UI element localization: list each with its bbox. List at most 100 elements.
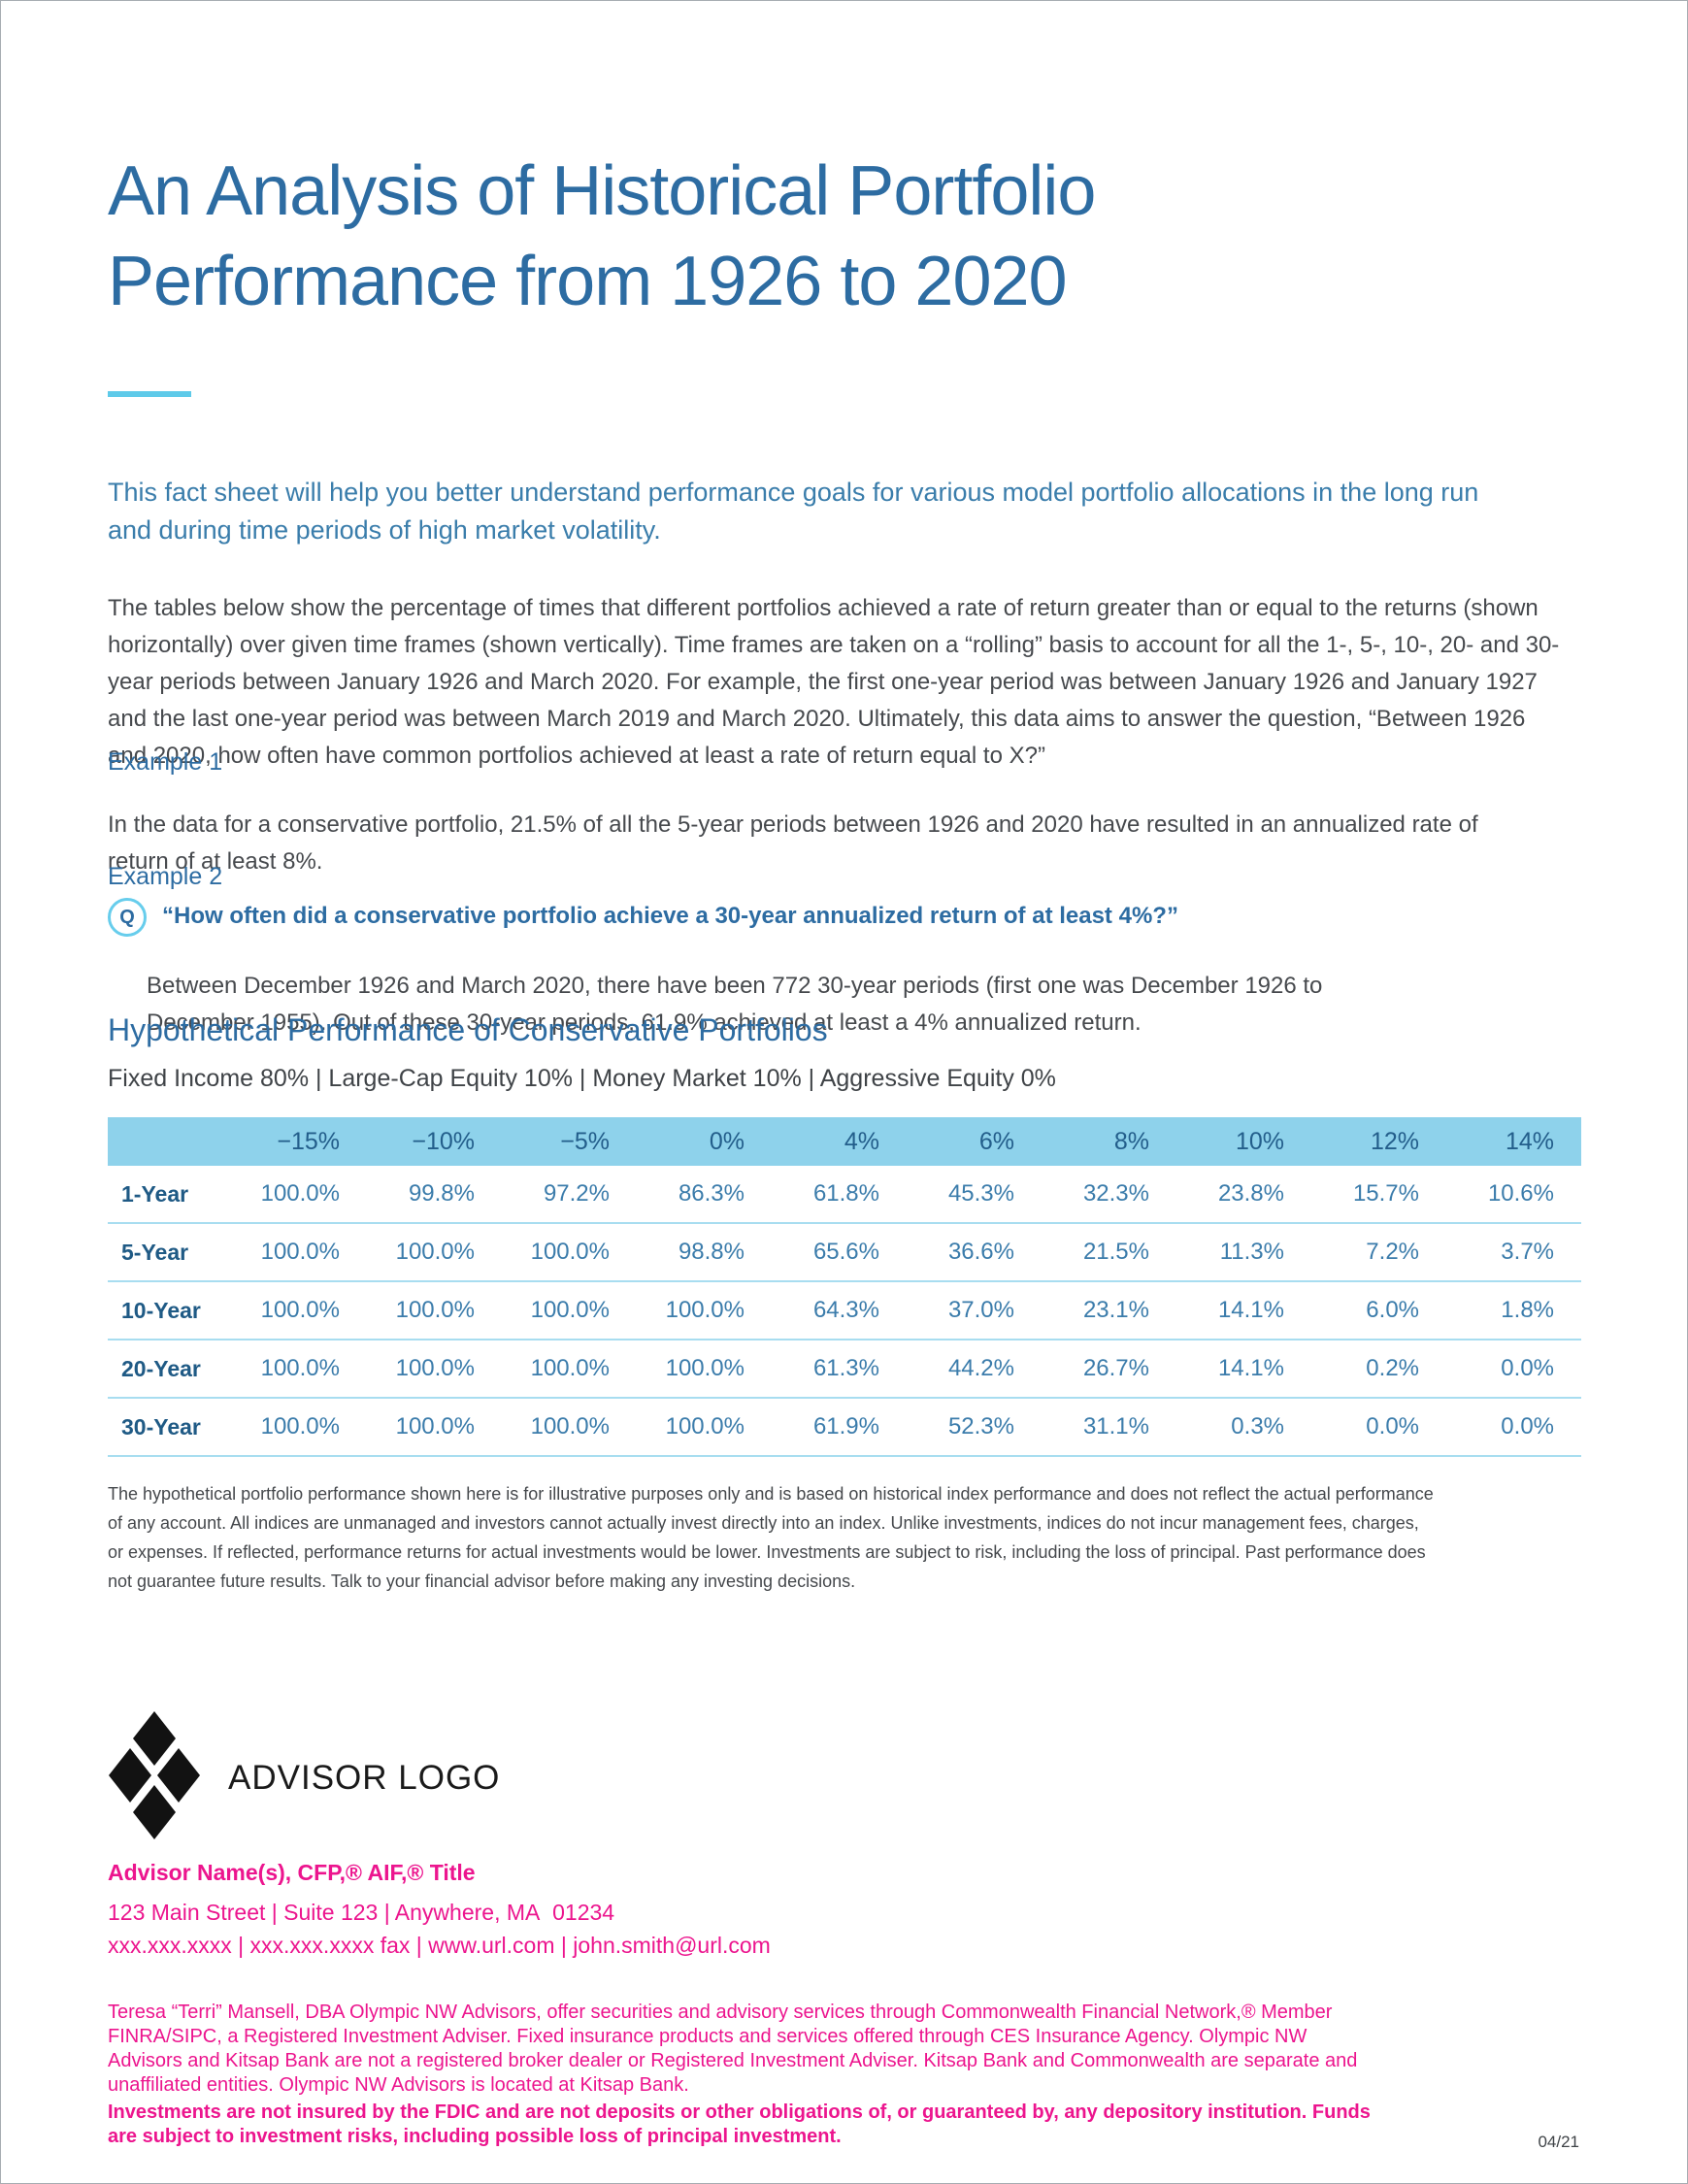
table-cell: 100.0% bbox=[232, 1398, 367, 1457]
example2-question-row: Q “How often did a conservative portfoli… bbox=[108, 898, 1178, 937]
table-cell: 65.6% bbox=[772, 1223, 907, 1282]
performance-table: −15% −10% −5% 0% 4% 6% 8% 10% 12% 14% 1-… bbox=[108, 1117, 1581, 1457]
table-header-cell: 0% bbox=[637, 1117, 772, 1166]
diamonds-logo-icon bbox=[108, 1709, 201, 1846]
question-badge-icon: Q bbox=[108, 898, 147, 937]
table-cell: 100.0% bbox=[232, 1166, 367, 1224]
table-cell: 10.6% bbox=[1446, 1166, 1581, 1224]
intro-text: This fact sheet will help you better und… bbox=[108, 478, 1479, 545]
table-cell: 100.0% bbox=[637, 1281, 772, 1340]
table-header-cell: 8% bbox=[1042, 1117, 1176, 1166]
table-cell: 0.0% bbox=[1446, 1340, 1581, 1399]
table-header-cell: −10% bbox=[367, 1117, 502, 1166]
table-cell: 100.0% bbox=[232, 1223, 367, 1282]
body-paragraph: The tables below show the percentage of … bbox=[108, 595, 1560, 769]
table-cell: 100.0% bbox=[367, 1340, 502, 1399]
table-cell: 97.2% bbox=[502, 1166, 637, 1224]
table-cell: 36.6% bbox=[907, 1223, 1042, 1282]
table-cell: 21.5% bbox=[1042, 1223, 1176, 1282]
table-cell: 15.7% bbox=[1311, 1166, 1446, 1224]
table-cell: 3.7% bbox=[1446, 1223, 1581, 1282]
page-title-line1: An Analysis of Historical Portfolio bbox=[108, 152, 1096, 230]
table-cell: 100.0% bbox=[637, 1398, 772, 1457]
table-cell: 23.8% bbox=[1176, 1166, 1311, 1224]
table-header-cell: 10% bbox=[1176, 1117, 1311, 1166]
table-cell: 0.3% bbox=[1176, 1398, 1311, 1457]
table-row: 20-Year 100.0% 100.0% 100.0% 100.0% 61.3… bbox=[108, 1340, 1581, 1399]
table-cell: 100.0% bbox=[367, 1398, 502, 1457]
table-cell: 11.3% bbox=[1176, 1223, 1311, 1282]
advisor-name: Advisor Name(s), CFP,® AIF,® Title bbox=[108, 1860, 476, 1885]
table-cell: 100.0% bbox=[502, 1398, 637, 1457]
table-row: 30-Year 100.0% 100.0% 100.0% 100.0% 61.9… bbox=[108, 1398, 1581, 1457]
example2-heading: Example 2 bbox=[108, 863, 223, 890]
advisor-contact: xxx.xxx.xxxx | xxx.xxx.xxxx fax | www.ur… bbox=[108, 1933, 771, 1958]
portfolio-allocation-subtitle: Fixed Income 80% | Large-Cap Equity 10% … bbox=[108, 1065, 1056, 1092]
table-cell: 100.0% bbox=[367, 1223, 502, 1282]
table-cell: 99.8% bbox=[367, 1166, 502, 1224]
table-cell: 7.2% bbox=[1311, 1223, 1446, 1282]
table-cell: 26.7% bbox=[1042, 1340, 1176, 1399]
table-cell: 31.1% bbox=[1042, 1398, 1176, 1457]
table-row-label: 1-Year bbox=[108, 1166, 232, 1224]
table-row-label: 10-Year bbox=[108, 1281, 232, 1340]
table-cell: 23.1% bbox=[1042, 1281, 1176, 1340]
table-cell: 6.0% bbox=[1311, 1281, 1446, 1340]
table-header-row: −15% −10% −5% 0% 4% 6% 8% 10% 12% 14% bbox=[108, 1117, 1581, 1166]
example2-answer: Between December 1926 and March 2020, th… bbox=[147, 973, 1323, 1036]
table-cell: 100.0% bbox=[637, 1340, 772, 1399]
table-cell: 0.0% bbox=[1311, 1398, 1446, 1457]
table-header-cell: 4% bbox=[772, 1117, 907, 1166]
table-cell: 1.8% bbox=[1446, 1281, 1581, 1340]
advisor-address: 123 Main Street | Suite 123 | Anywhere, … bbox=[108, 1900, 615, 1925]
table-cell: 44.2% bbox=[907, 1340, 1042, 1399]
example1-text: In the data for a conservative portfolio… bbox=[108, 811, 1478, 875]
table-cell: 98.8% bbox=[637, 1223, 772, 1282]
title-divider bbox=[108, 391, 191, 397]
performance-table-container: −15% −10% −5% 0% 4% 6% 8% 10% 12% 14% 1-… bbox=[108, 1117, 1581, 1457]
table-row-label: 30-Year bbox=[108, 1398, 232, 1457]
page-title: An Analysis of Historical Portfolio Perf… bbox=[108, 147, 1096, 327]
table-cell: 61.8% bbox=[772, 1166, 907, 1224]
table-header-cell: −5% bbox=[502, 1117, 637, 1166]
advisor-logo: ADVISOR LOGO bbox=[108, 1709, 500, 1846]
table-header-cell: 6% bbox=[907, 1117, 1042, 1166]
table-disclaimer: The hypothetical portfolio performance s… bbox=[108, 1484, 1434, 1591]
table-cell: 86.3% bbox=[637, 1166, 772, 1224]
advisor-logo-text: ADVISOR LOGO bbox=[228, 1758, 501, 1797]
table-header-cell: −15% bbox=[232, 1117, 367, 1166]
table-header-cell: 12% bbox=[1311, 1117, 1446, 1166]
example1-heading: Example 1 bbox=[108, 748, 223, 776]
table-row: 10-Year 100.0% 100.0% 100.0% 100.0% 64.3… bbox=[108, 1281, 1581, 1340]
table-cell: 100.0% bbox=[502, 1281, 637, 1340]
table-header-cell: 14% bbox=[1446, 1117, 1581, 1166]
table-row: 1-Year 100.0% 99.8% 97.2% 86.3% 61.8% 45… bbox=[108, 1166, 1581, 1224]
table-row-label: 5-Year bbox=[108, 1223, 232, 1282]
table-cell: 37.0% bbox=[907, 1281, 1042, 1340]
table-cell: 14.1% bbox=[1176, 1340, 1311, 1399]
section-title: Hypothetical Performance of Conservative… bbox=[108, 1012, 828, 1047]
table-cell: 100.0% bbox=[367, 1281, 502, 1340]
table-cell: 61.9% bbox=[772, 1398, 907, 1457]
table-cell: 100.0% bbox=[232, 1340, 367, 1399]
table-cell: 52.3% bbox=[907, 1398, 1042, 1457]
table-cell: 0.2% bbox=[1311, 1340, 1446, 1399]
page-title-line2: Performance from 1926 to 2020 bbox=[108, 243, 1068, 320]
fdic-disclosure: Investments are not insured by the FDIC … bbox=[108, 2101, 1371, 2147]
table-cell: 100.0% bbox=[502, 1340, 637, 1399]
table-cell: 14.1% bbox=[1176, 1281, 1311, 1340]
compliance-disclosure: Teresa “Terri” Mansell, DBA Olympic NW A… bbox=[108, 2002, 1358, 2096]
table-row: 5-Year 100.0% 100.0% 100.0% 98.8% 65.6% … bbox=[108, 1223, 1581, 1282]
table-cell: 45.3% bbox=[907, 1166, 1042, 1224]
table-cell: 32.3% bbox=[1042, 1166, 1176, 1224]
table-row-label: 20-Year bbox=[108, 1340, 232, 1399]
table-cell: 64.3% bbox=[772, 1281, 907, 1340]
version-date: 04/21 bbox=[1538, 2133, 1579, 2151]
table-cell: 61.3% bbox=[772, 1340, 907, 1399]
table-cell: 100.0% bbox=[232, 1281, 367, 1340]
example2-question: “How often did a conservative portfolio … bbox=[162, 903, 1178, 929]
table-cell: 0.0% bbox=[1446, 1398, 1581, 1457]
table-cell: 100.0% bbox=[502, 1223, 637, 1282]
table-header-empty bbox=[108, 1117, 232, 1166]
